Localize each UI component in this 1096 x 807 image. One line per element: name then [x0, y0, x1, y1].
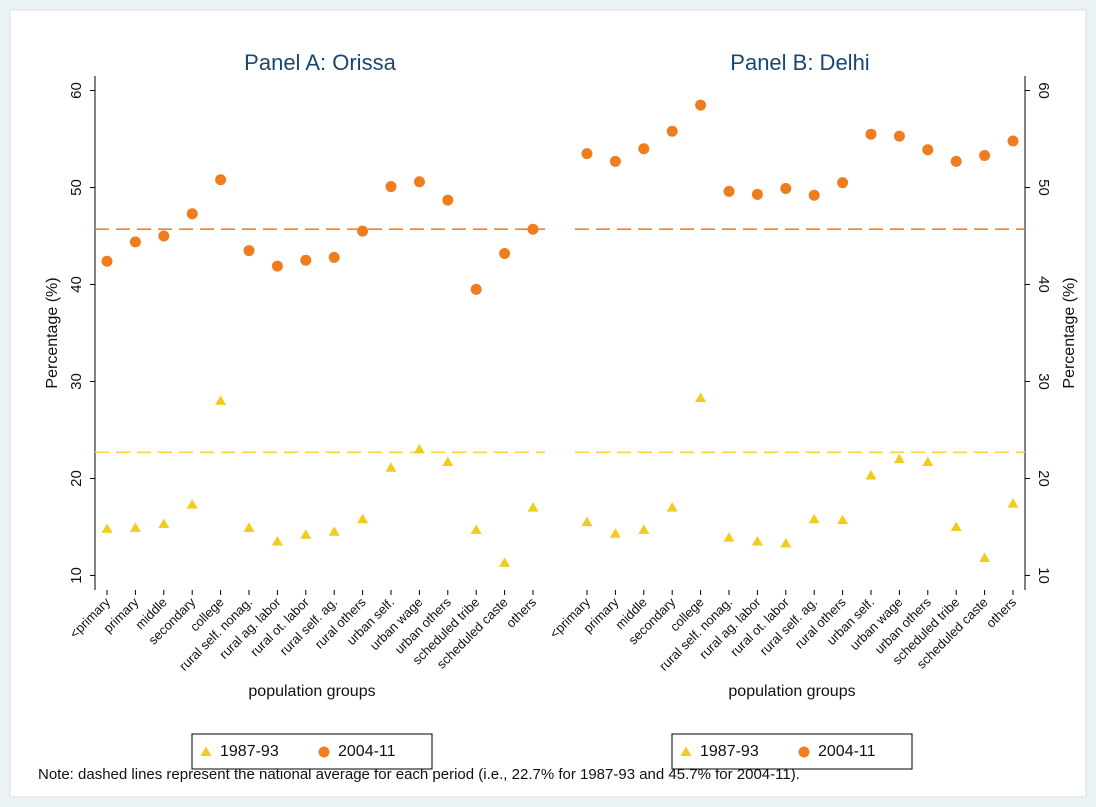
- point: [101, 523, 113, 533]
- panel-title: Panel B: Delhi: [730, 50, 869, 75]
- point: [695, 392, 707, 402]
- point: [893, 130, 905, 142]
- legend-box: [191, 733, 433, 770]
- point: [609, 528, 621, 538]
- legend-symbol: [798, 746, 810, 758]
- point: [1007, 135, 1019, 147]
- x-axis-title: population groups: [248, 683, 375, 700]
- legend-symbol: [318, 746, 330, 758]
- point: [808, 189, 820, 201]
- point: [837, 514, 849, 525]
- y-tick-label: 50: [1035, 179, 1052, 196]
- y-tick-label: 10: [1035, 567, 1052, 584]
- point: [413, 176, 425, 188]
- point: [780, 182, 792, 194]
- point: [328, 526, 340, 536]
- point: [527, 223, 539, 235]
- point: [950, 521, 962, 531]
- point: [215, 174, 227, 186]
- point: [442, 456, 454, 466]
- point: [837, 177, 849, 189]
- y-tick-label: 30: [68, 373, 85, 390]
- point: [893, 453, 905, 464]
- point: [357, 225, 369, 237]
- point: [357, 513, 369, 524]
- legend-label: 1987-93: [700, 743, 759, 760]
- point: [609, 155, 621, 167]
- point: [328, 251, 340, 263]
- point: [413, 443, 425, 454]
- note: Note: dashed lines represent the nationa…: [38, 766, 800, 783]
- point: [581, 148, 593, 160]
- y-tick-label: 10: [68, 567, 85, 584]
- point: [751, 188, 763, 200]
- point: [922, 144, 934, 156]
- point: [300, 529, 312, 539]
- point: [385, 181, 397, 193]
- point: [695, 99, 707, 111]
- y-tick-label: 40: [68, 276, 85, 293]
- point: [751, 536, 763, 546]
- legend-symbol: [680, 746, 692, 756]
- point: [470, 524, 482, 534]
- point: [271, 536, 283, 546]
- y-tick-label: 60: [1035, 82, 1052, 99]
- point: [666, 125, 678, 137]
- point: [129, 522, 141, 532]
- y-tick-label: 50: [68, 179, 85, 196]
- legend-symbol: [200, 746, 212, 756]
- point: [808, 513, 820, 524]
- legend-box: [671, 733, 913, 770]
- point: [638, 143, 650, 155]
- point: [215, 395, 227, 405]
- point: [865, 470, 877, 480]
- point: [723, 185, 735, 197]
- point: [243, 245, 255, 257]
- point: [780, 537, 792, 548]
- y-tick-label: 20: [1035, 470, 1052, 487]
- y-tick-label: 30: [1035, 373, 1052, 390]
- point: [442, 194, 454, 206]
- point: [385, 462, 397, 472]
- legend-label: 1987-93: [220, 743, 279, 760]
- point: [499, 247, 511, 259]
- point: [499, 557, 511, 567]
- point: [470, 283, 482, 295]
- point: [979, 552, 991, 562]
- point: [129, 236, 141, 248]
- point: [271, 260, 283, 272]
- y-tick-label: 60: [68, 82, 85, 99]
- point: [527, 502, 539, 512]
- point: [666, 502, 678, 512]
- point: [950, 155, 962, 167]
- point: [979, 150, 991, 162]
- plot-area: [95, 76, 545, 590]
- y-axis-title: Percentage (%): [44, 277, 61, 388]
- point: [186, 499, 198, 509]
- point: [243, 522, 255, 532]
- plot-area: [575, 76, 1025, 590]
- point: [922, 456, 934, 466]
- panel-title: Panel A: Orissa: [244, 50, 396, 75]
- point: [581, 516, 593, 527]
- x-axis-title: population groups: [728, 683, 855, 700]
- point: [158, 518, 170, 529]
- y-tick-label: 40: [1035, 276, 1052, 293]
- point: [1007, 498, 1019, 508]
- legend-label: 2004-11: [818, 743, 876, 760]
- point: [638, 524, 650, 534]
- y-tick-label: 20: [68, 470, 85, 487]
- point: [865, 128, 877, 140]
- point: [723, 532, 735, 542]
- point: [186, 208, 198, 220]
- legend-label: 2004-11: [338, 743, 396, 760]
- point: [300, 254, 312, 266]
- point: [158, 230, 170, 242]
- point: [101, 255, 113, 267]
- y-axis-title: Percentage (%): [1061, 277, 1078, 388]
